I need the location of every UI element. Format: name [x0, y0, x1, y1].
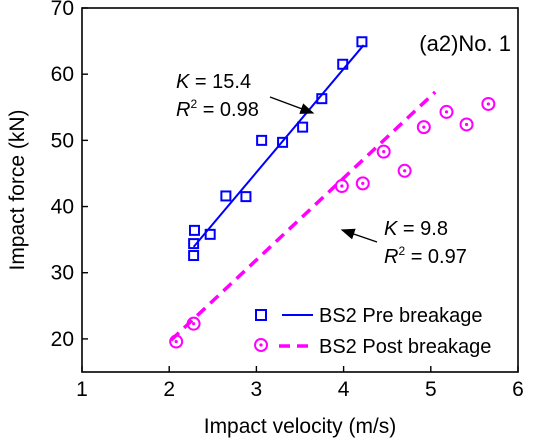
x-tick-label: 5	[425, 378, 437, 401]
annotation-k-symbol: K	[176, 71, 191, 93]
annotation-r2-pre: R2 = 0.98	[176, 97, 259, 121]
annotation-arrow-pre	[269, 96, 315, 114]
plot-frame	[81, 7, 519, 373]
panel-label: (a2)No. 1	[419, 31, 511, 56]
data-point-post-center	[422, 125, 426, 129]
annotation-arrow-post	[340, 228, 378, 243]
legend-item-post: BS2 Post breakage	[254, 336, 491, 358]
legend: BS2 Pre breakage BS2 Post breakage	[254, 305, 491, 358]
legend-label: BS2 Post breakage	[319, 336, 491, 358]
x-tick-label: 1	[76, 378, 88, 401]
annotation-r-superscript: 2	[190, 97, 197, 111]
data-point-pre	[316, 93, 328, 105]
data-point-post-center	[444, 110, 449, 114]
x-tick-label: 3	[251, 378, 263, 401]
y-axis-label: Impact force (kN)	[6, 109, 29, 270]
annotation-r-symbol: R	[384, 246, 398, 268]
annotation-r-symbol: R	[176, 99, 190, 121]
data-point-post	[376, 144, 391, 159]
annotation-r2-post: R2 = 0.97	[384, 244, 467, 268]
data-point-pre	[337, 58, 349, 70]
data-point-post-center	[464, 122, 469, 127]
ticks: 1 2 3 4 5 6 20 30 40 50 60 70	[51, 0, 524, 401]
data-point-post-center	[174, 339, 178, 344]
data-point-post	[416, 120, 431, 135]
data-point-post-center	[340, 184, 344, 188]
annotation-r-value: = 0.97	[405, 246, 467, 268]
legend-item-pre: BS2 Pre breakage	[255, 305, 482, 327]
y-tick-label: 50	[51, 129, 74, 152]
y-tick-label: 70	[51, 0, 74, 20]
legend-marker-square	[255, 309, 267, 321]
data-point-pre	[277, 136, 289, 148]
legend-marker-circle	[254, 338, 268, 352]
annotation-k-symbol: K	[384, 218, 399, 240]
data-point-pre	[188, 238, 200, 250]
annotation-k-value: = 9.8	[397, 218, 448, 240]
data-point-post-center	[486, 102, 490, 106]
data-point-post	[186, 316, 201, 331]
legend-marker-dot	[259, 343, 263, 347]
data-point-post	[459, 117, 474, 132]
y-tick-label: 60	[51, 63, 74, 86]
annotation-r-superscript: 2	[398, 244, 405, 258]
data-point-pre	[188, 224, 200, 236]
fit-annotation-post: K = 9.8 R2 = 0.97	[340, 218, 467, 268]
data-point-pre	[240, 191, 252, 203]
data-point-pre	[188, 250, 200, 262]
data-point-post-center	[192, 322, 196, 326]
annotation-k-pre: K = 15.4	[176, 71, 251, 93]
data-point-post	[439, 104, 454, 119]
data-point-post-center	[361, 181, 365, 185]
data-point-pre	[356, 36, 368, 48]
axes	[81, 7, 519, 373]
fit-line-post	[169, 90, 437, 342]
x-tick-label: 2	[163, 378, 175, 401]
legend-label: BS2 Pre breakage	[319, 305, 482, 327]
data-point-post	[334, 179, 349, 194]
y-tick-label: 20	[51, 328, 74, 351]
y-tick-label: 40	[51, 196, 74, 219]
x-tick-label: 4	[338, 378, 350, 401]
data-point-pre	[256, 134, 268, 146]
data-points	[169, 36, 496, 349]
fit-annotation-pre: K = 15.4 R2 = 0.98	[176, 71, 315, 121]
x-axis-label: Impact velocity (m/s)	[204, 415, 397, 438]
data-point-post	[355, 176, 370, 191]
data-point-post	[397, 163, 412, 178]
data-point-pre	[204, 228, 216, 240]
annotation-k-post: K = 9.8	[384, 218, 448, 240]
data-point-post-center	[403, 169, 407, 173]
y-tick-label: 30	[51, 262, 74, 285]
annotation-k-value: = 15.4	[189, 71, 251, 93]
data-point-post-center	[382, 150, 386, 154]
data-point-post	[169, 334, 184, 349]
data-point-pre	[220, 190, 232, 202]
data-point-post	[481, 96, 496, 111]
x-tick-label: 6	[512, 378, 524, 401]
annotation-r-value: = 0.98	[197, 99, 259, 121]
data-point-pre	[297, 121, 309, 133]
